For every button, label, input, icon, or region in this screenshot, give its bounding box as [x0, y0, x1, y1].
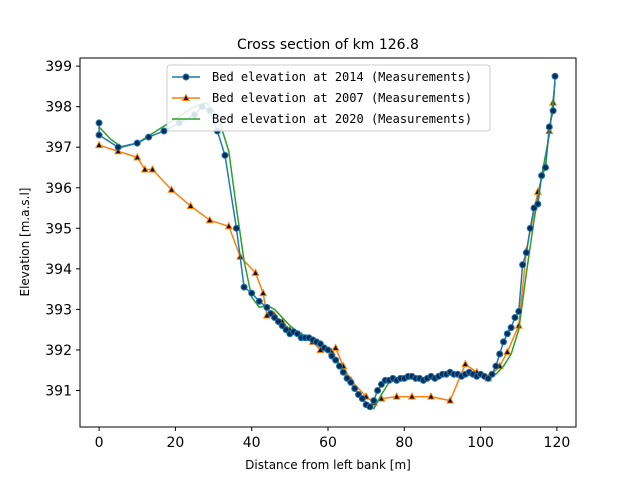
legend-marker	[181, 93, 191, 101]
series-layer	[95, 72, 559, 411]
data-point	[366, 403, 374, 411]
data-point	[331, 343, 340, 351]
legend-marker	[182, 73, 190, 81]
data-point	[335, 362, 343, 370]
data-point	[526, 224, 534, 232]
data-point	[392, 392, 401, 400]
data-point	[407, 392, 416, 400]
data-point	[167, 185, 176, 193]
data-point	[114, 146, 123, 155]
data-point	[255, 297, 263, 305]
data-point	[503, 330, 511, 338]
x-axis-label: Distance from left bank [m]	[245, 458, 411, 472]
data-point	[160, 127, 168, 135]
y-tick-label: 392	[45, 343, 72, 359]
data-point	[351, 384, 359, 392]
data-point	[339, 368, 347, 376]
data-point	[515, 307, 523, 315]
y-axis-label: Elevation [m.a.s.l]	[18, 188, 32, 297]
data-point	[500, 338, 508, 346]
data-point	[370, 397, 378, 405]
y-tick-label: 393	[45, 302, 72, 318]
data-point	[133, 152, 142, 161]
legend-entry: Bed elevation at 2020 (Measurements)	[212, 112, 472, 126]
data-point	[240, 283, 248, 291]
data-point	[358, 395, 366, 403]
data-point	[488, 370, 496, 378]
data-point	[186, 201, 195, 210]
data-point	[148, 164, 157, 173]
x-tick-label: 60	[319, 435, 337, 451]
data-point	[347, 378, 355, 386]
data-point	[519, 261, 527, 269]
data-point	[545, 123, 553, 131]
data-point	[492, 362, 500, 370]
y-tick-label: 394	[45, 262, 72, 278]
x-tick-label: 120	[544, 435, 571, 451]
data-point	[496, 350, 504, 358]
chart-title: Cross section of km 126.8	[237, 37, 419, 53]
data-point	[522, 249, 530, 257]
y-tick-label: 399	[45, 59, 72, 75]
y-tick-label: 391	[45, 384, 72, 400]
data-point	[251, 268, 260, 276]
y-axis: 391 392 393 394 395 396 397 398 399	[45, 59, 80, 400]
data-point	[95, 119, 103, 127]
series-line	[98, 102, 554, 404]
y-tick-label: 398	[45, 100, 72, 116]
data-point	[461, 359, 470, 368]
x-tick-label: 0	[95, 435, 104, 451]
legend-entry: Bed elevation at 2014 (Measurements)	[212, 70, 472, 84]
data-point	[551, 72, 559, 80]
data-point	[263, 303, 271, 311]
x-tick-label: 20	[166, 435, 184, 451]
data-point	[248, 289, 256, 297]
series-0	[95, 72, 559, 411]
legend: Bed elevation at 2014 (Measurements) Bed …	[166, 64, 491, 132]
data-point	[324, 346, 332, 354]
data-point	[549, 107, 557, 115]
data-point	[95, 140, 104, 149]
data-point	[95, 131, 103, 139]
data-point	[507, 324, 515, 332]
y-tick-label: 395	[45, 221, 72, 237]
legend-box	[166, 64, 491, 132]
data-point	[259, 288, 268, 297]
data-point	[538, 172, 546, 180]
data-point	[534, 200, 542, 208]
data-point	[221, 151, 229, 159]
series-1	[95, 98, 558, 406]
data-point	[133, 139, 141, 147]
data-point	[145, 133, 153, 141]
data-point	[205, 215, 214, 224]
x-tick-label: 40	[243, 435, 261, 451]
data-point	[114, 143, 122, 151]
x-axis: 0 20 40 60 80 100 120	[95, 427, 571, 451]
y-tick-label: 396	[45, 181, 72, 197]
data-point	[446, 396, 455, 404]
x-tick-label: 100	[467, 435, 494, 451]
y-tick-label: 397	[45, 140, 72, 156]
data-point	[541, 163, 549, 171]
data-point	[426, 392, 436, 400]
x-tick-label: 80	[395, 435, 413, 451]
data-point	[503, 347, 512, 355]
data-point	[224, 221, 233, 230]
data-point	[511, 314, 519, 322]
legend-entry: Bed elevation at 2007 (Measurements)	[212, 91, 472, 105]
data-point	[232, 224, 240, 232]
data-point	[332, 356, 340, 364]
data-point	[140, 164, 149, 173]
data-point	[374, 387, 382, 395]
